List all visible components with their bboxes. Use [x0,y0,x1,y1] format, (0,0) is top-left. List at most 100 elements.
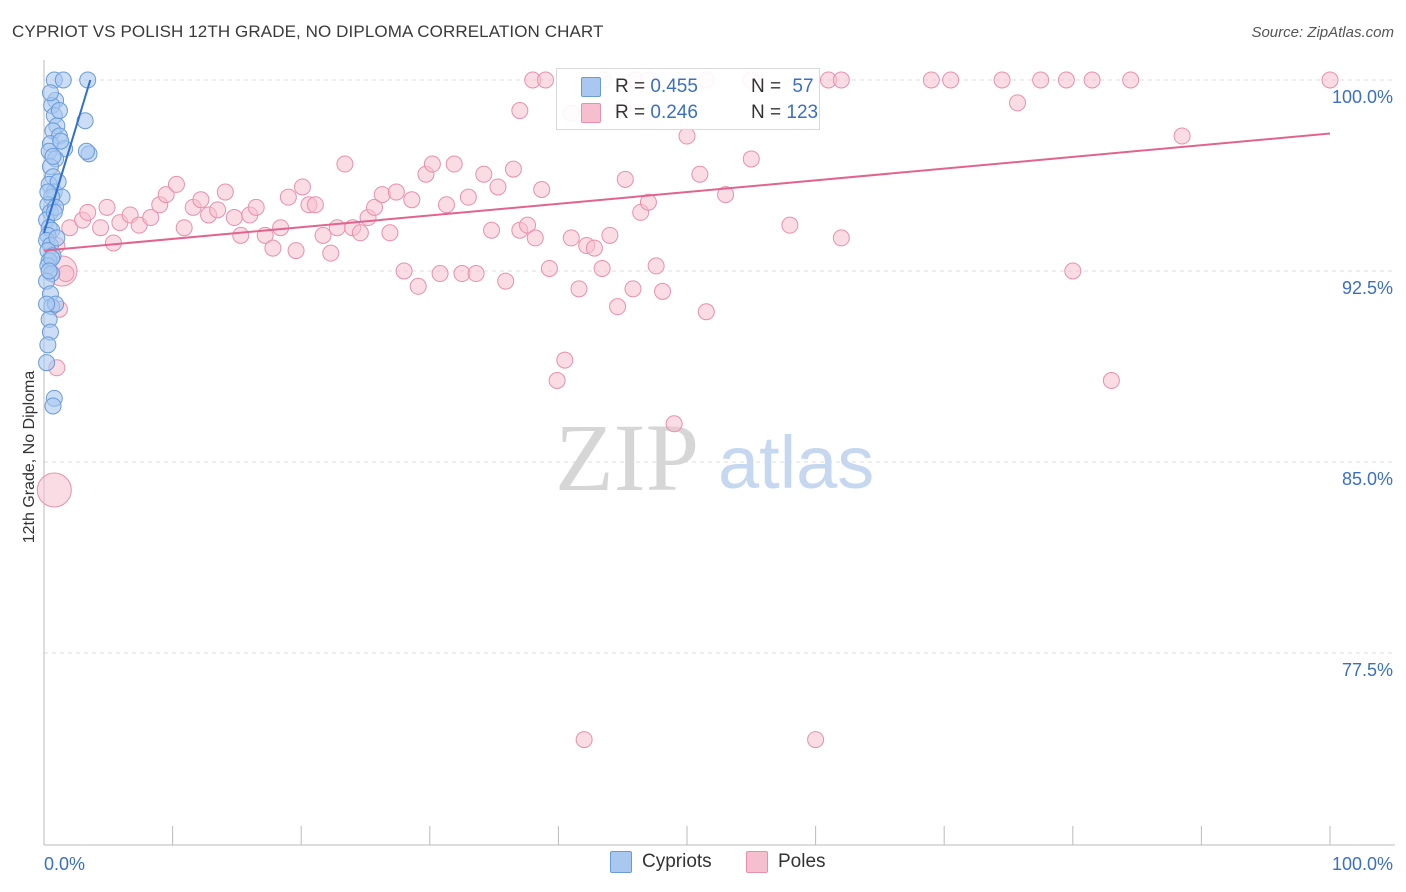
data-point-poles [209,201,227,219]
data-point-poles [483,221,501,239]
watermark-atlas: atlas [718,421,874,504]
data-point-poles [351,224,369,242]
data-point-poles [438,196,456,214]
data-point-poles [167,175,185,193]
data-point-poles [519,216,537,234]
data-point-poles [993,71,1011,89]
legend-row-cypriots: R = 0.455 N = 57 [581,74,814,100]
y-tick-label: 92.5% [1342,278,1393,298]
trend-line-poles [43,132,1331,252]
data-point-poles [922,71,940,89]
data-point-poles [511,102,529,120]
trend-lines [43,79,1331,252]
data-point-poles [526,229,544,247]
correlation-legend: R = 0.455 N = 57 R = 0.246 N = 123 [556,68,820,130]
data-point-poles [279,188,297,206]
data-point-poles [475,165,493,183]
data-point-poles [548,372,566,390]
chart-title: CYPRIOT VS POLISH 12TH GRADE, NO DIPLOMA… [12,22,604,41]
data-point-cypriots [48,229,66,247]
legend-swatch-blue [581,77,601,97]
data-point-poles [781,216,799,234]
data-point-poles [395,262,413,280]
data-point-poles [459,188,477,206]
data-point-poles [423,155,441,173]
series-poles [36,71,1339,749]
legend-row-poles: R = 0.246 N = 123 [581,100,818,126]
data-point-poles [609,298,627,316]
data-point-cypriots [38,295,56,313]
series-cypriots [38,71,98,415]
data-point-poles [92,219,110,237]
data-point-poles [264,239,282,257]
data-point-poles [225,209,243,227]
data-point-poles [287,242,305,260]
gridlines [44,79,1395,654]
data-point-poles [489,178,507,196]
data-point-poles [57,265,75,283]
data-point-poles [79,203,97,221]
data-point-poles [445,155,463,173]
legend-n-value: 123 [786,102,819,123]
data-point-poles [832,229,850,247]
data-point-cypriots [39,336,57,354]
data-point-poles [98,198,116,216]
data-point-poles [593,259,611,277]
data-point-poles [157,186,175,204]
data-point-poles [247,198,265,216]
legend-r-value: 0.455 [650,76,698,97]
data-point-poles [467,265,485,283]
data-point-poles [1083,71,1101,89]
data-point-poles [1122,71,1140,89]
legend-n-label: N = [751,102,787,123]
data-point-poles [1064,262,1082,280]
data-point-poles [306,196,324,214]
data-point-poles [497,272,515,290]
data-point-poles [175,219,193,237]
y-axis-label: 12th Grade, No Diploma [21,370,38,544]
data-point-poles [36,472,72,508]
data-point-poles [387,183,405,201]
legend-n-label: N = [751,76,787,97]
data-point-cypriots [45,203,63,221]
data-point-poles [691,165,709,183]
data-point-poles [717,186,735,204]
data-point-poles [409,277,427,295]
data-point-poles [1057,71,1075,89]
data-point-cypriots [49,173,67,191]
data-point-poles [192,191,210,209]
legend-swatch-blue [610,851,632,873]
y-tick-label: 100.0% [1332,87,1393,107]
data-point-poles [570,280,588,298]
x-tick-label: 0.0% [44,854,85,874]
data-point-poles [431,265,449,283]
data-point-poles [373,186,391,204]
data-point-cypriots [39,183,57,201]
data-point-poles [647,257,665,275]
data-point-poles [232,226,250,244]
data-point-cypriots [50,102,68,120]
watermark: ZIP atlas [555,404,874,511]
series-legend: Cypriots Poles [0,851,1406,879]
legend-r-label: R = [615,76,651,97]
legend-label-cypriots: Cypriots [642,851,712,872]
data-point-poles [654,282,672,300]
data-point-poles [1009,94,1027,112]
data-point-poles [381,224,399,242]
data-point-poles [585,239,603,257]
data-point-poles [453,265,471,283]
legend-item-cypriots[interactable]: Cypriots [610,851,712,873]
legend-swatch-pink [581,103,601,123]
data-point-poles [216,183,234,201]
data-point-poles [697,303,715,321]
data-point-poles [293,178,311,196]
data-point-poles [61,219,79,237]
data-point-poles [142,209,160,227]
data-point-poles [807,731,825,749]
trend-line-cypriots [43,79,92,234]
data-point-poles [336,155,354,173]
data-point-poles [556,351,574,369]
source-label: Source: ZipAtlas.com [1251,24,1394,41]
legend-swatch-pink [746,851,768,873]
legend-item-poles[interactable]: Poles [746,851,826,873]
